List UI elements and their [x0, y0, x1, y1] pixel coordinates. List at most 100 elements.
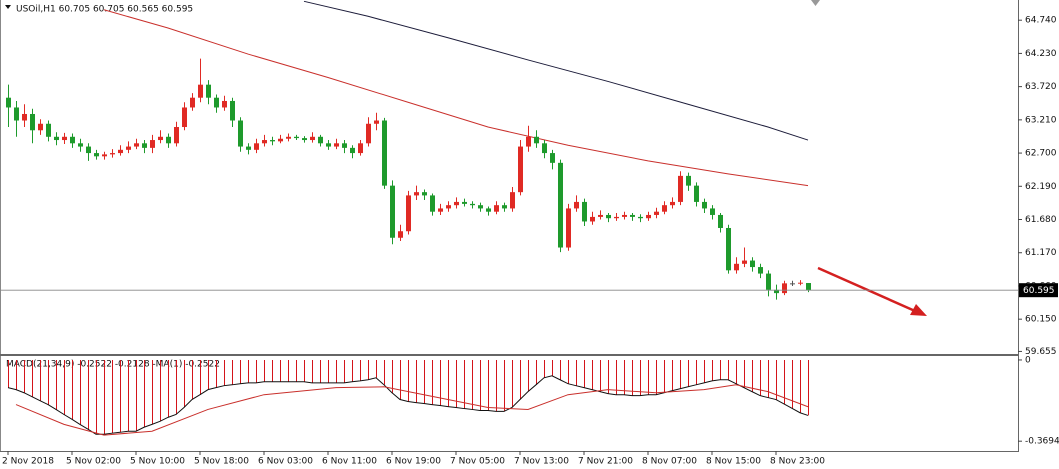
y-tick-label: 62.190 [1025, 182, 1057, 192]
candle-body [710, 208, 715, 215]
x-tick-label: 6 Nov 03:00 [258, 457, 313, 467]
candle-body [406, 195, 411, 232]
candle-body [142, 143, 147, 148]
candle-body [294, 136, 299, 139]
y-tick-label: 61.170 [1025, 248, 1057, 258]
x-tick-label: 5 Nov 02:00 [66, 457, 121, 467]
candle-body [622, 214, 627, 217]
candle-body [350, 147, 355, 154]
candle-body [758, 267, 763, 274]
candle-body [382, 120, 387, 186]
candle-body [70, 136, 75, 144]
candle-body [326, 143, 331, 147]
candle-body [310, 136, 315, 141]
candle-body [646, 214, 651, 219]
candle-body [566, 208, 571, 248]
x-tick-label: 5 Nov 10:00 [130, 457, 185, 467]
y-tick-label: 61.680 [1025, 215, 1057, 225]
candle-body [414, 192, 419, 196]
candle-body [590, 216, 595, 222]
candle-body [766, 273, 771, 290]
y-tick-label: 64.230 [1025, 49, 1057, 59]
candle-body [158, 136, 163, 141]
candle-body [606, 214, 611, 219]
candle-body [302, 138, 307, 141]
candle-body [22, 113, 27, 121]
candle-body [262, 140, 267, 144]
candle-body [694, 185, 699, 202]
x-tick-label: 2 Nov 2018 [2, 457, 54, 467]
candle-body [782, 283, 787, 294]
moving-average [303, 0, 809, 141]
menu-triangle [5, 5, 11, 9]
candle-body [86, 146, 91, 154]
candle-body [790, 283, 795, 285]
candle-body [654, 211, 659, 215]
candle-body [78, 143, 83, 147]
candle-body [174, 127, 179, 144]
macd-y-tick-label: 0 [1025, 355, 1031, 365]
candle-body [630, 214, 635, 217]
x-tick-label: 8 Nov 23:00 [770, 457, 825, 467]
candle-body [150, 140, 155, 148]
macd-signal-line [15, 384, 809, 436]
candle-body [54, 136, 59, 141]
candle-body [278, 138, 283, 142]
y-tick-label: 64.740 [1025, 16, 1057, 26]
candle-body [558, 162, 563, 248]
y-tick-label: 60.150 [1025, 315, 1057, 325]
candle-body [38, 123, 43, 131]
trend-arrow [817, 266, 927, 316]
candle-body [118, 149, 123, 154]
arrow-shaft [817, 266, 916, 313]
candle-body [662, 205, 667, 212]
candle-body [342, 143, 347, 148]
candle-body [670, 201, 675, 206]
candle-body [542, 143, 547, 154]
arrow-head [910, 304, 927, 316]
candle-body [318, 136, 323, 144]
candle-body [102, 154, 107, 157]
x-tick-label: 6 Nov 19:00 [386, 457, 441, 467]
y-tick-label: 63.720 [1025, 82, 1057, 92]
candle-body [446, 205, 451, 209]
candle-body [238, 120, 243, 147]
x-tick-label: 5 Nov 18:00 [194, 457, 249, 467]
x-tick-label: 8 Nov 15:00 [706, 457, 761, 467]
candle-body [774, 289, 779, 294]
candle-body [470, 203, 475, 206]
candle-body [454, 201, 459, 206]
candle-body [686, 175, 691, 186]
candle-body [6, 97, 11, 108]
candle-body [14, 107, 19, 121]
candle-body [462, 201, 467, 204]
candle-body [534, 136, 539, 144]
candle-body [206, 84, 211, 98]
candle-body [390, 185, 395, 238]
candle-body [614, 216, 619, 219]
candle-body [62, 136, 67, 141]
x-tick-label: 7 Nov 13:00 [514, 457, 569, 467]
candle-body [486, 208, 491, 212]
y-tick-label: 63.210 [1025, 115, 1057, 125]
candle-body [742, 260, 747, 264]
macd-y-tick-label: -0.3694 [1025, 437, 1059, 447]
candle-body [478, 205, 483, 209]
candle-body [358, 143, 363, 154]
candle-body [182, 107, 187, 128]
candle-body [438, 208, 443, 212]
candle-body [518, 146, 523, 193]
candle-body [270, 140, 275, 142]
candle-body [726, 227, 731, 271]
candle-body [334, 143, 339, 147]
candle-body [798, 282, 803, 284]
candle-body [190, 97, 195, 108]
candle-body [94, 153, 99, 157]
candle-body [638, 216, 643, 219]
candle-body [806, 283, 811, 291]
candle-body [526, 136, 531, 147]
candle-body [166, 136, 171, 144]
x-tick-label: 8 Nov 07:00 [642, 457, 697, 467]
